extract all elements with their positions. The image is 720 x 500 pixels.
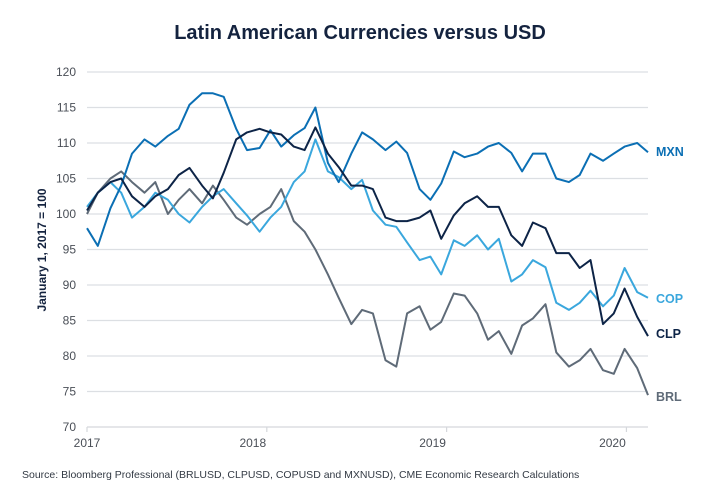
x-tick-label: 2018 — [239, 436, 266, 450]
y-tick-label: 95 — [63, 243, 77, 257]
series-labels: BRL COP MXN CLP — [656, 145, 684, 404]
y-tick-label: 75 — [63, 385, 77, 399]
y-tick-label: 105 — [56, 172, 76, 186]
x-tick-label: 2019 — [419, 436, 446, 450]
y-tick-label: 90 — [63, 278, 77, 292]
x-tick-label: 2017 — [74, 436, 101, 450]
series-line-clp — [86, 126, 649, 337]
x-tick-label: 2020 — [599, 436, 626, 450]
x-axis: 2017 2018 2019 2020 — [74, 426, 648, 450]
y-tick-label: 80 — [63, 349, 77, 363]
gridlines — [87, 71, 648, 393]
series-line-cop — [86, 138, 649, 311]
series-label-cop: COP — [656, 292, 683, 306]
series-label-clp: CLP — [656, 327, 681, 341]
series-label-brl: BRL — [656, 390, 682, 404]
series-lines — [86, 92, 649, 396]
y-tick-label: 85 — [63, 314, 77, 328]
y-tick-label: 115 — [57, 101, 76, 115]
y-tick-label: 70 — [63, 420, 77, 434]
series-line-brl — [86, 170, 649, 396]
series-line-mxn — [86, 92, 649, 247]
source-note: Source: Bloomberg Professional (BRLUSD, … — [22, 469, 580, 481]
series-label-mxn: MXN — [656, 145, 684, 159]
y-tick-label: 120 — [56, 65, 76, 79]
chart-title: Latin American Currencies versus USD — [174, 22, 546, 44]
y-tick-labels: 70 75 80 85 90 95 100 105 110 115 120 — [56, 65, 76, 434]
y-tick-label: 110 — [57, 136, 76, 150]
y-tick-label: 100 — [56, 207, 76, 221]
